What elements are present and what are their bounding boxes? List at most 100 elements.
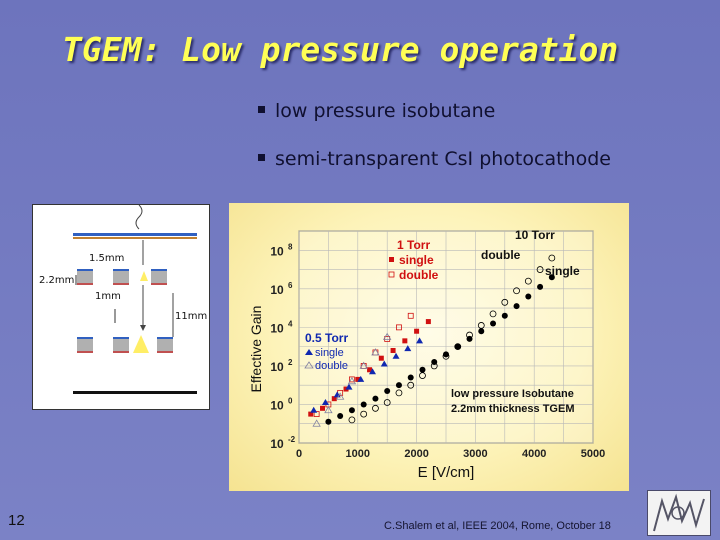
bullet-square-icon bbox=[258, 106, 265, 113]
data-point bbox=[384, 387, 391, 394]
data-point bbox=[524, 277, 532, 285]
legend-single-triangle-icon bbox=[305, 349, 313, 355]
data-point bbox=[345, 383, 353, 390]
photon-wave-icon bbox=[135, 204, 143, 230]
data-point bbox=[390, 347, 396, 353]
label-11mm: 11mm bbox=[175, 311, 207, 322]
label-1-5mm: 1.5mm bbox=[89, 253, 124, 264]
data-point bbox=[348, 407, 355, 414]
data-point bbox=[331, 396, 337, 402]
data-point bbox=[416, 337, 424, 344]
data-point bbox=[548, 274, 555, 281]
data-point bbox=[419, 372, 426, 379]
annotation-0-5-torr-single: single bbox=[315, 347, 344, 359]
data-point bbox=[454, 343, 462, 351]
data-point bbox=[477, 322, 485, 329]
photocathode-plate bbox=[73, 233, 197, 236]
data-point bbox=[537, 283, 544, 290]
legend-double-square-icon bbox=[388, 271, 395, 278]
annotation-0-5-torr: 0.5 Torr bbox=[305, 331, 348, 345]
label-1mm: 1mm bbox=[95, 291, 121, 302]
data-point bbox=[335, 392, 345, 400]
annotation-1-torr: 1 Torr bbox=[397, 238, 430, 252]
data-point bbox=[513, 303, 520, 310]
tgem-schematic: 1.5mm 2.2mm 1mm 11mm bbox=[32, 204, 210, 410]
data-point bbox=[396, 324, 402, 331]
slide-title: TGEM: Low pressure operation bbox=[62, 30, 619, 69]
data-point bbox=[392, 352, 400, 359]
x-tick-label: 0 bbox=[296, 448, 302, 460]
label-2-2mm: 2.2mm bbox=[39, 275, 74, 286]
data-point bbox=[489, 310, 497, 318]
data-point bbox=[325, 418, 332, 425]
avalanche-icon bbox=[140, 271, 148, 281]
data-point bbox=[395, 382, 402, 389]
data-point bbox=[536, 266, 544, 273]
annotation-10-torr-double: double bbox=[481, 248, 521, 262]
data-point bbox=[501, 298, 509, 306]
electrode-bottom-row bbox=[77, 337, 173, 353]
y-tick-label: 10 bbox=[270, 321, 284, 335]
y-tick-exponent: 6 bbox=[288, 281, 293, 290]
y-axis-label: Effective Gain bbox=[248, 306, 264, 393]
data-point bbox=[490, 320, 497, 327]
data-point bbox=[478, 328, 485, 335]
data-point bbox=[360, 410, 368, 418]
data-point bbox=[360, 401, 367, 408]
y-tick-exponent: 8 bbox=[288, 242, 293, 251]
annotation-10-torr: 10 Torr bbox=[515, 228, 555, 242]
gain-chart: 0 1000 2000 3000 4000 5000 10 8 10 6 10 4 10 2 10 0 10 -2… bbox=[248, 228, 605, 481]
data-point bbox=[357, 375, 365, 382]
data-point bbox=[443, 351, 449, 358]
x-tick-label: 5000 bbox=[581, 448, 605, 460]
institute-logo bbox=[647, 490, 711, 536]
y-tick-exponent: 4 bbox=[288, 319, 293, 328]
bullet-list: low pressure isobutane semi-transparent … bbox=[258, 100, 611, 196]
data-point bbox=[349, 376, 355, 383]
data-point bbox=[347, 377, 357, 385]
data-point bbox=[407, 374, 414, 381]
data-point bbox=[371, 348, 380, 356]
schematic-drawing: 1.5mm 2.2mm 1mm 11mm bbox=[39, 204, 207, 394]
data-point bbox=[425, 319, 431, 325]
data-point bbox=[407, 381, 415, 389]
data-point bbox=[337, 413, 344, 420]
data-point bbox=[359, 361, 368, 369]
annotation-1-torr-double: double bbox=[399, 268, 439, 282]
bullet-text: low pressure isobutane bbox=[275, 100, 496, 122]
bullet-item: semi-transparent CsI photocathode bbox=[258, 148, 611, 196]
data-point bbox=[384, 336, 391, 342]
data-point bbox=[308, 411, 314, 417]
data-point bbox=[324, 405, 333, 414]
data-point bbox=[383, 332, 392, 340]
annotation-isobutane: low pressure Isobutane bbox=[451, 388, 574, 400]
y-tick-exponent: -2 bbox=[288, 435, 296, 444]
x-tick-label: 3000 bbox=[463, 448, 487, 460]
y-tick-exponent: 2 bbox=[288, 358, 293, 367]
y-tick-label: 10 bbox=[270, 437, 284, 451]
annotation-thickness: 2.2mm thickness TGEM bbox=[451, 403, 575, 415]
data-point bbox=[407, 312, 414, 319]
x-tick-label: 1000 bbox=[346, 448, 370, 460]
data-point bbox=[442, 352, 450, 360]
data-point bbox=[320, 405, 326, 411]
electrode-top-row bbox=[77, 269, 167, 285]
y-tick-label: 10 bbox=[270, 398, 284, 412]
data-point bbox=[501, 312, 508, 319]
data-point bbox=[312, 419, 321, 427]
data-point bbox=[321, 399, 329, 406]
x-tick-label: 4000 bbox=[522, 448, 546, 460]
data-point bbox=[454, 343, 461, 350]
y-tick-label: 10 bbox=[270, 360, 284, 374]
data-point bbox=[525, 293, 532, 300]
data-point bbox=[402, 338, 408, 344]
data-point bbox=[513, 287, 520, 295]
logo-icon bbox=[653, 493, 705, 532]
annotation-10-torr-single: single bbox=[545, 264, 580, 278]
annotation-1-torr-single: single bbox=[399, 253, 434, 267]
data-point bbox=[548, 254, 556, 262]
data-point bbox=[395, 389, 403, 397]
data-point bbox=[419, 366, 426, 373]
data-point bbox=[380, 360, 388, 367]
data-point bbox=[369, 368, 376, 375]
